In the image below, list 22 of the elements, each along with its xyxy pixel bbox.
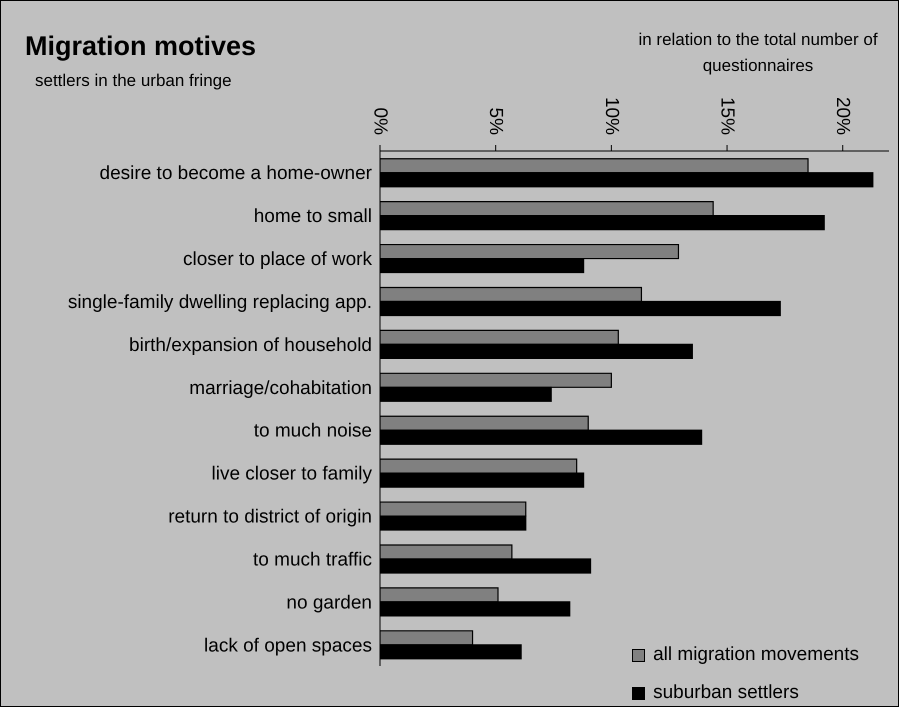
text: Migration motives (25, 31, 256, 62)
y-tick-label: to much traffic (253, 549, 372, 570)
legend-label: suburban settlers (653, 682, 799, 704)
y-tick-label: return to district of origin (168, 506, 372, 528)
x-tick-label: 0% (370, 108, 390, 136)
x-tick-label: 5% (485, 108, 506, 136)
legend-label: all migration movements (653, 644, 859, 666)
x-tick-label: 15% (716, 96, 738, 136)
y-tick-label: to much noise (254, 420, 372, 442)
y-tick-label: closer to place of work (182, 249, 372, 270)
y-tick-label: lack of open spaces (204, 635, 372, 656)
y-tick-label: marriage/cohabitation (189, 378, 372, 399)
x-tick-label: 10% (600, 96, 622, 136)
y-tick-label: single-family dwelling replacing app. (68, 292, 372, 313)
y-tick-label: desire to become a home-owner (100, 163, 373, 184)
x-axis-title: in relation to the total number of questionnaires (637, 29, 879, 77)
y-tick-label: no garden (286, 592, 372, 614)
y-tick-label: birth/expansion of household (129, 334, 372, 356)
text: settlers in the urban fringe (35, 71, 232, 91)
y-tick-label: home to small (254, 206, 372, 228)
y-tick-label: live closer to family (212, 464, 372, 485)
x-tick-label: 20% (832, 96, 854, 136)
